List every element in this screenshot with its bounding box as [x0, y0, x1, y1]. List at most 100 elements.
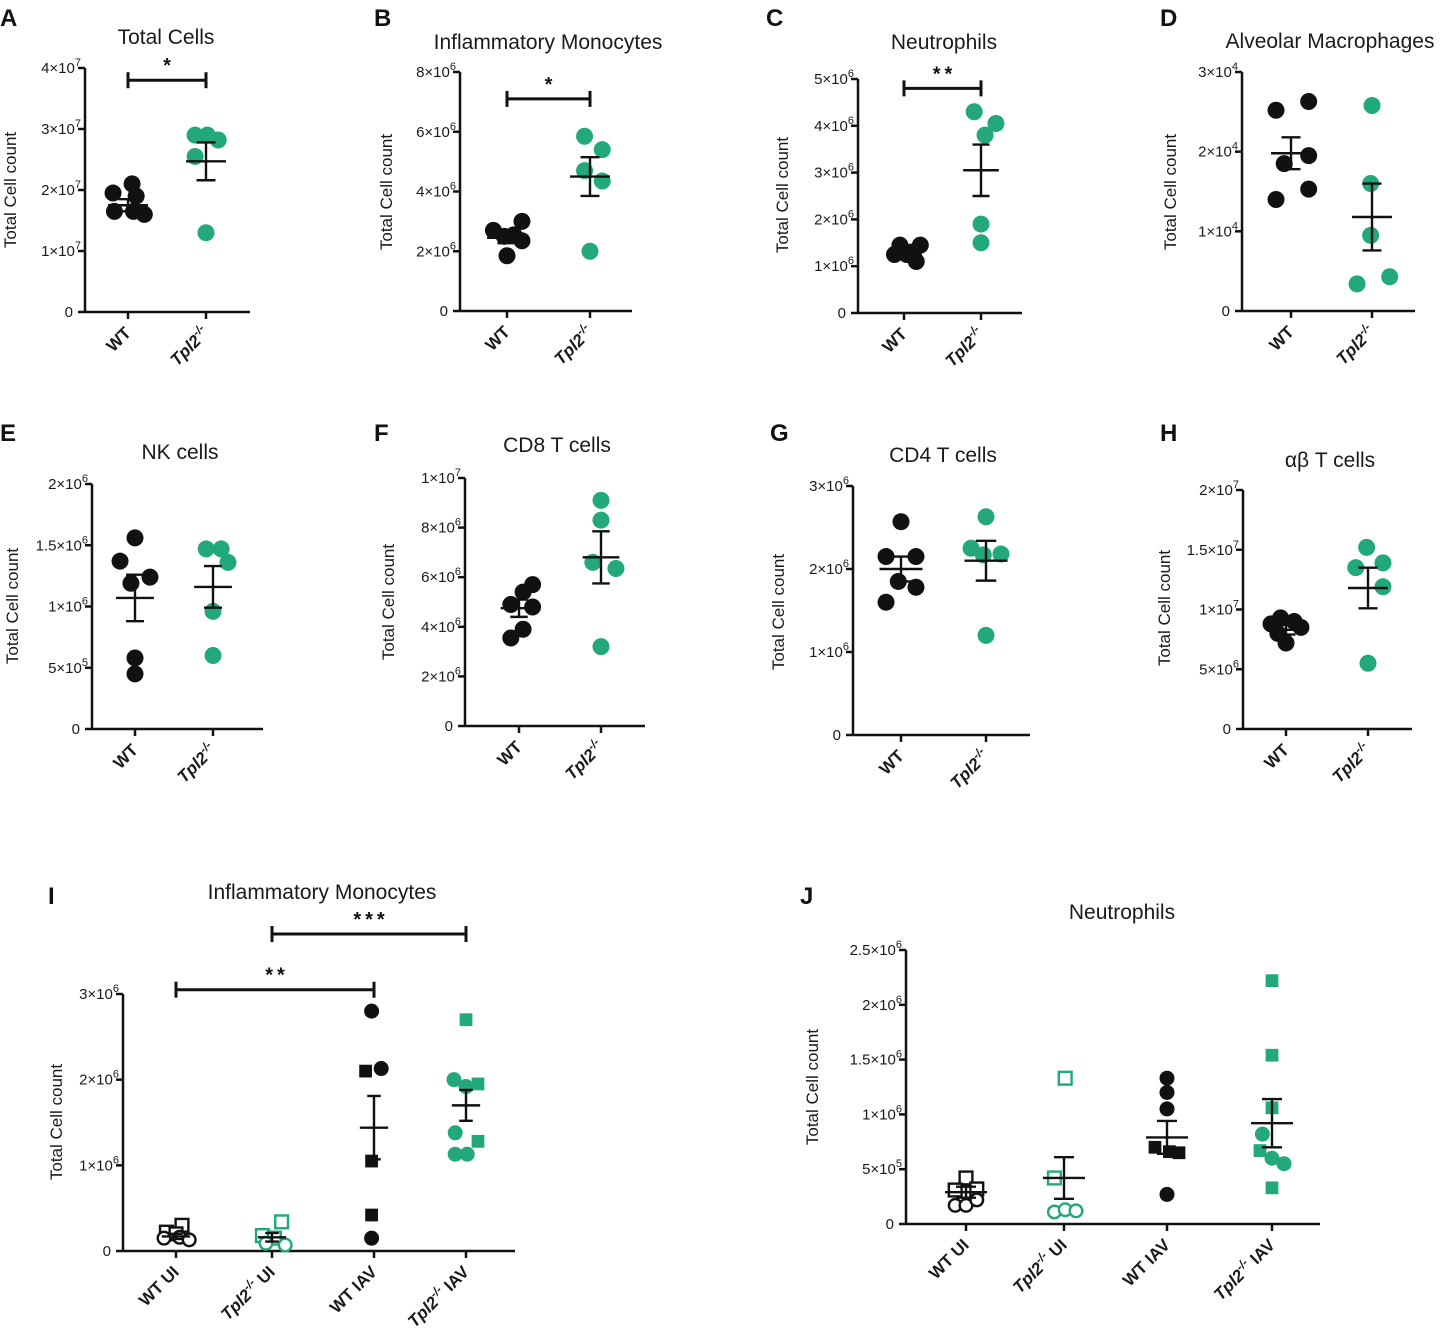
group-tpl2: Tpl2-/- — [167, 126, 227, 370]
data-point — [1348, 275, 1366, 293]
y-tick-label: 0 — [833, 727, 841, 744]
significance-bracket: * — [126, 55, 208, 89]
group-wtiav: WT IAV — [1119, 1070, 1188, 1290]
y-tick-label: 5×106 — [814, 68, 854, 88]
y-axis-label: Total Cell count — [773, 137, 792, 254]
data-point — [977, 626, 995, 644]
data-point — [1254, 1126, 1270, 1142]
group-wt: WT — [110, 529, 159, 773]
data-point — [513, 232, 531, 250]
data-point — [141, 568, 159, 586]
y-axis-label: Total Cell count — [1155, 550, 1174, 667]
significance-label: *** — [353, 909, 388, 931]
data-point — [1275, 155, 1293, 173]
group-wt: WT — [1261, 609, 1310, 773]
panel-j: J Neutrophils Total Cell count 0 5×105 1×106 1… — [800, 883, 1320, 1304]
panel-label: I — [48, 883, 55, 910]
data-point — [1358, 538, 1376, 556]
data-point — [459, 1013, 473, 1027]
y-tick-label: 5×106 — [1199, 658, 1239, 678]
significance-label: * — [545, 74, 557, 96]
group-tpl2: Tpl2-/- — [1329, 538, 1392, 787]
data-point — [498, 247, 516, 265]
data-point — [1163, 1145, 1176, 1159]
data-point — [104, 184, 122, 202]
y-tick-label: 0 — [445, 718, 453, 735]
data-point — [1300, 180, 1318, 198]
data-point — [972, 215, 990, 233]
data-point — [127, 187, 145, 205]
x-tick-label: WT — [1266, 322, 1299, 355]
panel-c: C Neutrophils Total Cell count 0 1×106 2×106 3… — [766, 5, 1022, 371]
y-tick-label: 8×106 — [421, 517, 461, 537]
x-tick-label: WT — [482, 322, 515, 355]
data-point — [1362, 226, 1380, 244]
group-wt: WT — [494, 576, 542, 770]
data-point — [958, 1170, 974, 1186]
data-point — [219, 553, 237, 571]
panel-h: Hαβ T cells Total Cell count 0 5×106 1×107 1.… — [1155, 420, 1412, 787]
x-tick-label: Tpl2-/- — [940, 322, 988, 370]
y-axis-label: Total Cell count — [803, 1029, 822, 1146]
panel-label: B — [374, 5, 391, 32]
y-tick-label: 5×105 — [862, 1158, 902, 1178]
y-tick-label: 4×106 — [416, 181, 456, 201]
y-tick-label: 3×106 — [809, 475, 849, 495]
data-point — [992, 545, 1010, 563]
data-point — [204, 647, 222, 664]
y-tick-label: 2×106 — [416, 240, 456, 260]
significance-label: ** — [933, 63, 957, 85]
group-tpl2iav: Tpl2-/- IAV — [404, 1013, 485, 1331]
y-tick-label: 3×107 — [41, 118, 81, 138]
x-tick-label: WT — [103, 323, 136, 356]
y-tick-label: 1×104 — [1198, 220, 1238, 240]
group-wtiav: WT IAV — [326, 1003, 389, 1317]
y-tick-label: 3×104 — [1198, 61, 1238, 81]
y-tick-label: 4×106 — [814, 115, 854, 135]
data-point — [122, 574, 140, 592]
data-point — [1300, 147, 1318, 165]
data-point — [209, 131, 227, 149]
y-tick-label: 0 — [103, 1243, 111, 1260]
panel-label: C — [766, 5, 783, 32]
chart-title: CD4 T cells — [889, 444, 997, 467]
data-point — [514, 583, 532, 601]
data-point — [1265, 1181, 1279, 1195]
data-point — [576, 127, 594, 145]
x-tick-label: Tpl2-/- UI — [215, 1260, 279, 1324]
y-axis-label: Total Cell count — [47, 1064, 66, 1181]
y-tick-label: 0 — [65, 304, 73, 321]
y-tick-label: 0 — [1222, 303, 1230, 320]
panel-i: I Inflammatory Monocytes Total Cell count 0… — [47, 881, 515, 1331]
group-wt: WT — [879, 236, 929, 357]
y-tick-label: 2×106 — [862, 994, 902, 1014]
y-tick-label: 5×105 — [48, 657, 88, 677]
data-point — [471, 1134, 485, 1148]
group-tpl2ui: Tpl2-/- UI — [215, 1214, 293, 1324]
y-tick-label: 4×107 — [41, 57, 81, 77]
group-wt: WT — [876, 513, 925, 779]
x-tick-label: WT — [494, 737, 527, 770]
data-point — [1057, 1070, 1073, 1086]
y-tick-label: 2×107 — [41, 179, 81, 199]
data-point — [373, 1061, 389, 1077]
y-axis-label: Total Cell count — [769, 554, 788, 671]
panel-label: G — [770, 420, 789, 447]
data-point — [156, 1230, 172, 1246]
data-point — [1374, 554, 1392, 572]
data-point — [365, 1208, 378, 1222]
group-tpl2: Tpl2-/- — [940, 103, 1005, 371]
panel-label: D — [1160, 5, 1177, 32]
data-point — [877, 548, 895, 566]
group-tpl2ui: Tpl2-/- UI — [1009, 1070, 1085, 1297]
data-point — [446, 1072, 462, 1088]
group-wt: WT — [103, 175, 153, 356]
data-point — [965, 103, 983, 121]
data-point — [126, 649, 144, 667]
x-tick-label: WT UI — [925, 1235, 972, 1282]
data-point — [1347, 559, 1365, 577]
significance-bracket: ** — [174, 965, 376, 998]
data-point — [513, 212, 531, 230]
y-tick-label: 8×106 — [416, 61, 456, 81]
